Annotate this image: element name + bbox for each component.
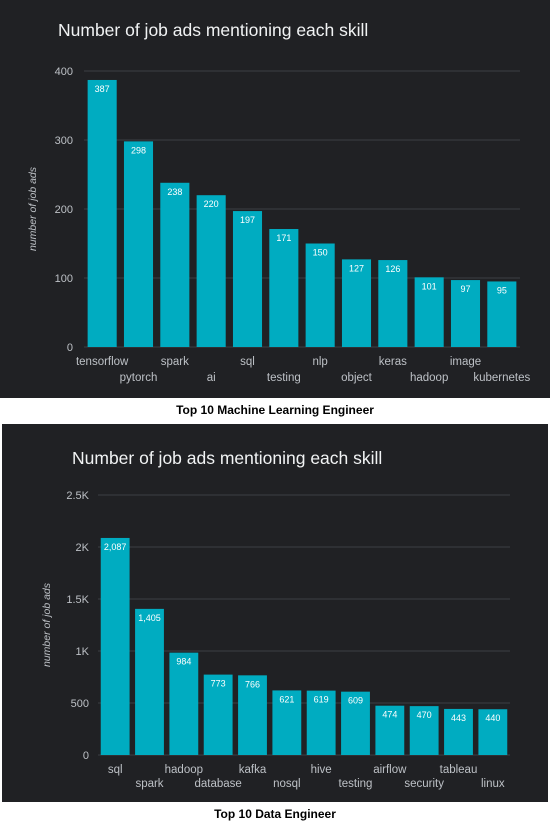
x-tick-label: security: [404, 778, 444, 790]
x-tick-label: spark: [161, 356, 189, 368]
data-label: 97: [460, 284, 470, 294]
y-tick-label: 100: [55, 273, 73, 285]
data-label: 766: [245, 679, 260, 689]
data-label: 984: [176, 657, 191, 667]
data-label: 470: [417, 710, 432, 720]
x-tick-label: pytorch: [120, 372, 158, 384]
bar: [238, 675, 267, 755]
chart-title: Number of job ads mentioning each skill: [58, 20, 369, 40]
x-tick-label: spark: [135, 778, 163, 790]
data-label: 621: [279, 694, 294, 704]
bar: [409, 706, 439, 755]
bar: [375, 705, 405, 755]
y-tick-label: 500: [71, 698, 89, 710]
chart-panel-data-engineer: Number of job ads mentioning each skill …: [2, 424, 548, 802]
x-tick-label: sql: [108, 764, 123, 776]
data-label: 619: [314, 695, 329, 705]
x-tick-label: testing: [267, 372, 301, 384]
x-tick-label: ai: [207, 372, 216, 384]
bar: [341, 259, 372, 347]
bar: [232, 211, 263, 347]
data-label: 220: [204, 199, 219, 209]
x-tick-label: image: [450, 356, 481, 368]
data-label: 440: [485, 713, 500, 723]
chart-caption: Top 10 Data Engineer: [214, 807, 336, 821]
chart-ml-engineer: 0 100 200 300 400 number of job ads 387 tensorf…: [27, 66, 531, 384]
x-tick-label: linux: [481, 778, 505, 790]
bar: [169, 652, 199, 755]
x-tick-label: database: [195, 778, 242, 790]
y-tick-label: 200: [55, 204, 73, 216]
chart-title: Number of job ads mentioning each skill: [72, 448, 383, 468]
x-tick-label: hive: [311, 764, 332, 776]
x-tick-label: kafka: [239, 764, 267, 776]
chart-panel-ml-engineer: Number of job ads mentioning each skill …: [0, 0, 550, 398]
x-tick-label: sql: [240, 356, 255, 368]
data-label: 127: [349, 263, 364, 273]
data-label: 238: [167, 187, 182, 197]
y-axis-title: number of job ads: [41, 582, 53, 667]
y-tick-label: 1.5K: [66, 594, 89, 606]
data-label: 150: [313, 248, 328, 258]
bar: [272, 690, 302, 755]
x-tick-label: airflow: [373, 764, 407, 776]
x-tick-label: hadoop: [410, 372, 448, 384]
x-tick-label: testing: [339, 778, 373, 790]
bar: [203, 674, 233, 755]
data-label: 1,405: [138, 613, 161, 623]
chart-data-engineer: 0 500 1K 1.5K 2K 2.5K number of job ads 2,087 sq…: [41, 490, 510, 790]
bar: [478, 709, 508, 755]
data-label: 773: [211, 679, 226, 689]
bar: [306, 690, 336, 755]
data-label: 197: [240, 215, 255, 225]
y-tick-label: 300: [55, 135, 73, 147]
x-tick-label: nosql: [273, 778, 301, 790]
bar: [123, 141, 154, 347]
x-tick-label: keras: [379, 356, 407, 368]
x-tick-label: hadoop: [165, 764, 203, 776]
bar: [450, 280, 481, 347]
bar: [160, 182, 190, 347]
bar: [378, 260, 408, 347]
data-label: 2,087: [104, 542, 127, 552]
bar: [135, 608, 164, 755]
y-axis-title: number of job ads: [27, 166, 39, 251]
bar: [414, 277, 444, 347]
bar: [305, 243, 335, 347]
data-label: 387: [95, 84, 110, 94]
bar: [269, 229, 299, 347]
data-label: 609: [348, 696, 363, 706]
x-tick-label: nlp: [312, 356, 327, 368]
x-tick-label: tensorflow: [76, 356, 129, 368]
data-label: 101: [422, 281, 437, 291]
bar: [196, 195, 226, 347]
y-tick-label: 0: [67, 342, 73, 354]
data-label: 474: [382, 710, 397, 720]
x-tick-label: tableau: [440, 764, 478, 776]
chart-caption: Top 10 Machine Learning Engineer: [176, 403, 374, 417]
data-label: 171: [276, 233, 291, 243]
data-label: 95: [497, 285, 507, 295]
data-label: 443: [451, 713, 466, 723]
x-tick-label: kubernetes: [473, 372, 530, 384]
y-tick-label: 0: [83, 750, 89, 762]
y-tick-label: 400: [55, 66, 73, 78]
bar: [100, 537, 130, 755]
x-tick-label: object: [341, 372, 372, 384]
y-tick-label: 2K: [76, 542, 90, 554]
data-label: 298: [131, 145, 146, 155]
bar: [487, 281, 517, 347]
bar: [444, 708, 473, 755]
bar: [87, 79, 117, 347]
bar: [341, 691, 370, 755]
y-tick-label: 1K: [76, 646, 90, 658]
data-label: 126: [385, 264, 400, 274]
y-tick-label: 2.5K: [66, 490, 89, 502]
